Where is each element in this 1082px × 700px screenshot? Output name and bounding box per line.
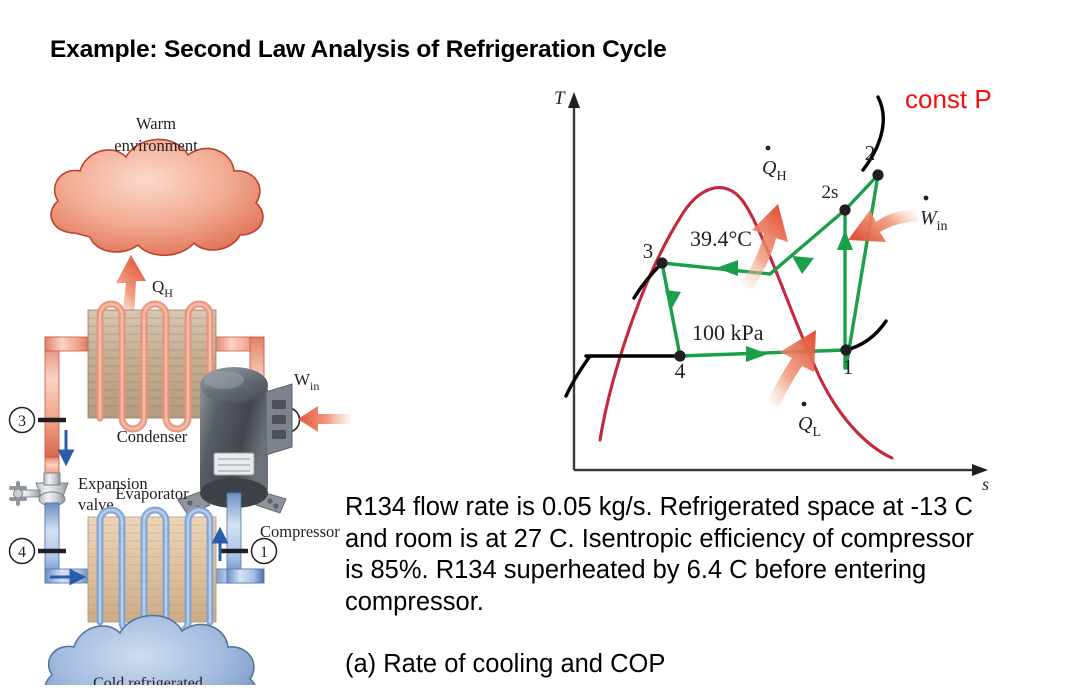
cold-cloud-label-line1: Cold refrigerated — [93, 675, 203, 685]
problem-spacer — [345, 618, 1082, 649]
win-arrow-ts — [848, 210, 918, 242]
ts-axis-y-label: T — [554, 88, 566, 109]
point-3-dot — [656, 257, 668, 269]
ql-label-ts: QL — [798, 413, 821, 440]
qh-label-ts: QH — [762, 157, 787, 184]
point-1-dot — [840, 344, 852, 356]
state-3-number: 3 — [18, 413, 26, 430]
flow-arrow-up-1 — [211, 526, 229, 561]
ts-state-4-label: 4 — [675, 359, 686, 383]
state-4-number: 4 — [18, 544, 26, 561]
state-point-4-schematic: 4 — [8, 537, 66, 565]
const-pressure-label: const P — [905, 84, 992, 114]
ts-axis-x-label: s — [982, 474, 989, 490]
ts-state-3-label: 3 — [643, 239, 654, 263]
qh-label-schematic: QH — [152, 277, 173, 300]
ts-state-2s-label: 2s — [822, 182, 839, 203]
ts-state-1-label: 1 — [843, 355, 854, 379]
cold-refrigerated-space-cloud: Cold refrigerated space — [44, 614, 256, 685]
ql-arrow-ts — [768, 330, 816, 408]
point-2-dot — [872, 169, 884, 181]
point-4-dot — [674, 350, 686, 362]
state-points — [656, 169, 884, 362]
qh-heat-arrow — [116, 255, 146, 317]
ts-diagram: T s — [530, 78, 1082, 490]
state-point-3-schematic: 3 — [8, 406, 66, 434]
condenser-label: Condenser — [117, 427, 188, 446]
state-1-number: 1 — [260, 544, 268, 561]
warm-cloud-label-line1: Warm — [136, 114, 176, 133]
win-label-schematic: Win — [294, 370, 319, 393]
ts-axes: T s — [554, 88, 989, 490]
compressor-label: Compressor — [260, 522, 340, 541]
const-pressure-lines — [564, 95, 888, 398]
ts-state-2-label: 2 — [865, 141, 876, 165]
qh-arrow-ts — [740, 204, 788, 290]
evaporator-label: Evaporator — [115, 484, 189, 503]
problem-line-2: and room is at 27 C. Isentropic efficien… — [345, 524, 974, 553]
saturation-dome — [598, 186, 894, 460]
problem-line-1: R134 flow rate is 0.05 kg/s. Refrigerate… — [345, 493, 973, 521]
condenser-temperature-label: 39.4°C — [690, 226, 752, 251]
win-work-arrow-schematic — [298, 406, 350, 432]
evaporator-pressure-label: 100 kPa — [692, 320, 764, 345]
evaporator-unit: Evaporator — [87, 484, 217, 637]
expansion-valve-label-line1: Expansion — [78, 474, 148, 493]
compressor-unit: Compressor — [177, 367, 340, 541]
problem-line-3: is 85%. R134 superheated by 6.4 C before… — [345, 556, 927, 584]
problem-line-4: compressor. — [345, 587, 484, 616]
warm-cloud-label-line2: environment — [114, 136, 198, 155]
flow-arrow-down-3 — [57, 430, 75, 467]
win-label-ts: Win — [920, 207, 948, 234]
cycle-path — [660, 173, 880, 370]
condenser-unit: Condenser — [87, 300, 217, 446]
point-2s-dot — [839, 204, 851, 216]
problem-statement: R134 flow rate is 0.05 kg/s. Refrigerate… — [345, 492, 1082, 681]
refrigeration-cycle-schematic: Warm environment QH — [0, 85, 350, 685]
question-a: (a) Rate of cooling and COP — [345, 650, 666, 678]
state-point-1-schematic: 1 — [220, 537, 278, 565]
warm-environment-cloud: Warm environment — [50, 114, 264, 256]
cycle-direction-arrows — [665, 230, 853, 362]
page-title: Example: Second Law Analysis of Refriger… — [50, 36, 667, 63]
flow-arrow-right-4 — [50, 568, 87, 586]
